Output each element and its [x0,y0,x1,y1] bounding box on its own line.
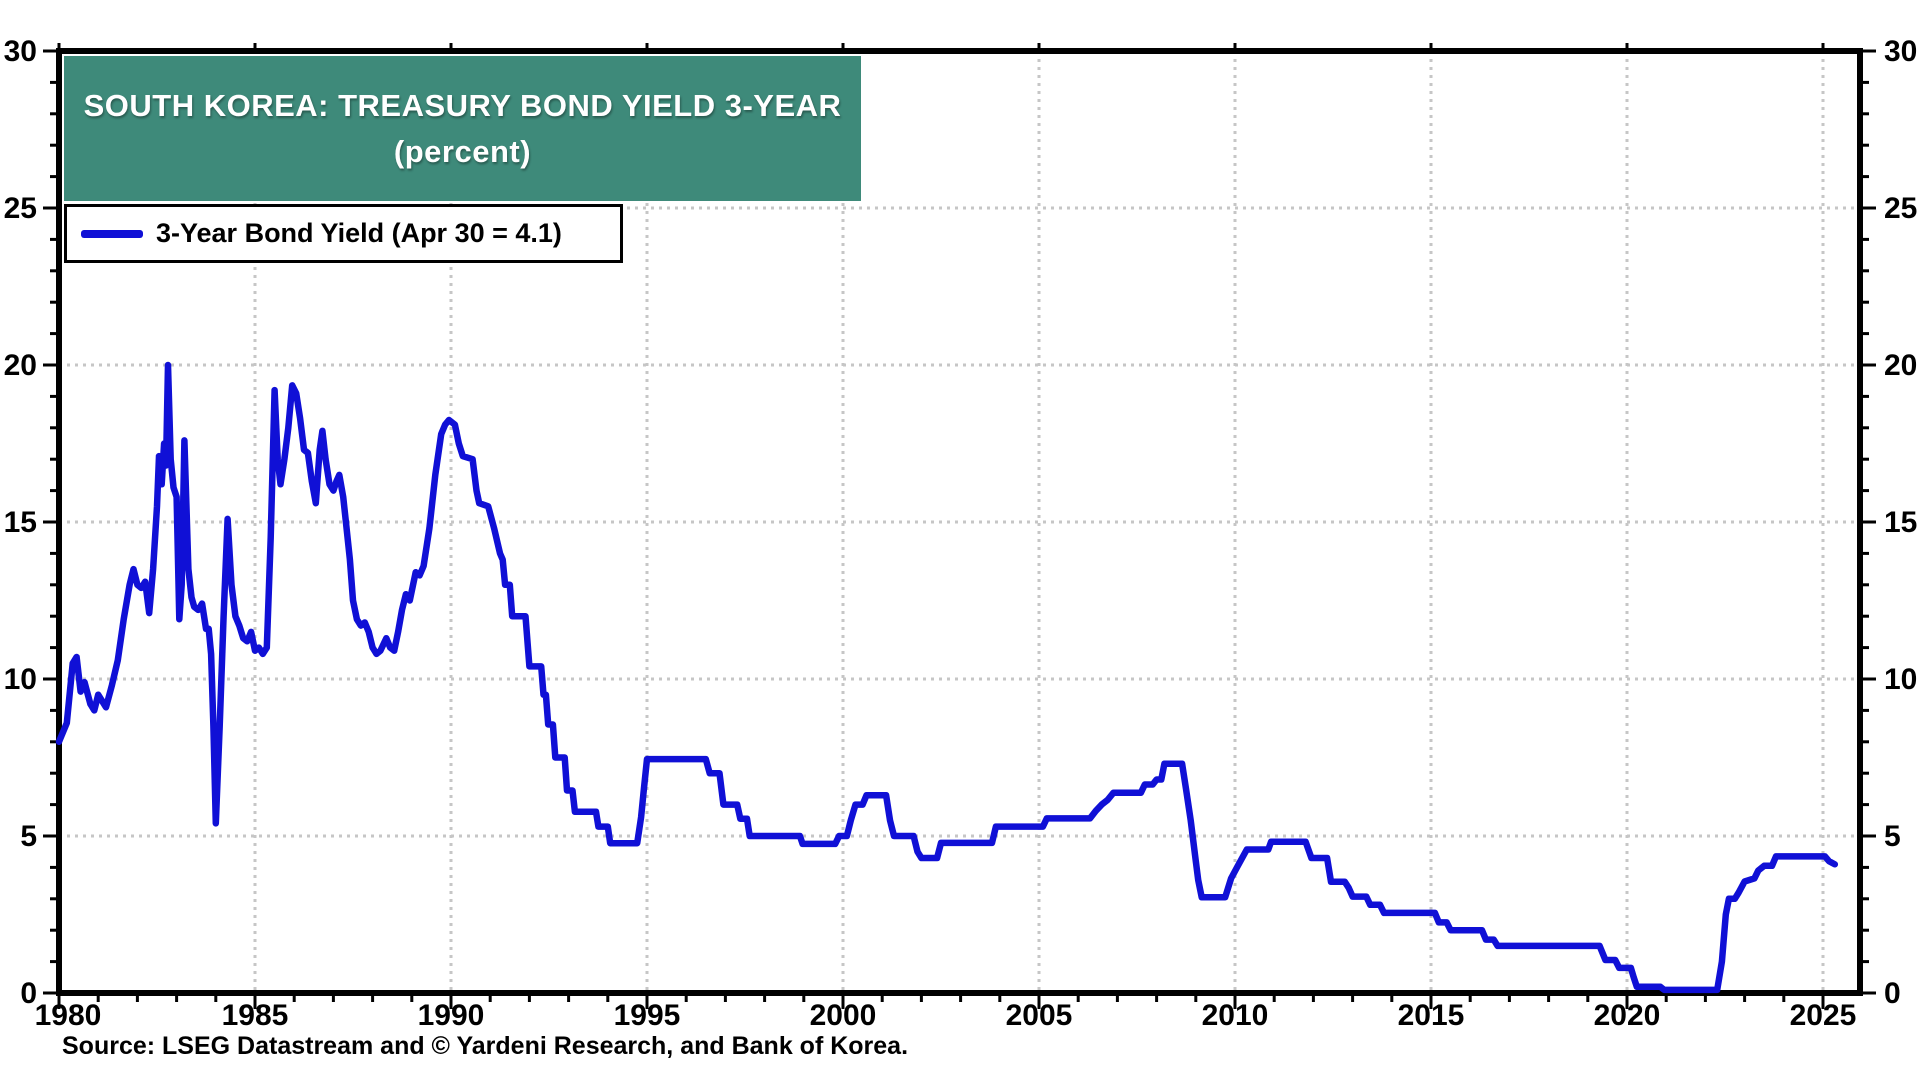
legend-label: 3-Year Bond Yield (Apr 30 = 4.1) [156,218,562,248]
x-axis-label: 1985 [222,999,289,1032]
legend: 3-Year Bond Yield (Apr 30 = 4.1) [64,204,623,263]
y-axis-label-right: 25 [1884,192,1917,225]
chart-title-box: SOUTH KOREA: TREASURY BOND YIELD 3-YEAR … [64,56,861,201]
y-axis-label-right: 0 [1884,977,1901,1010]
y-axis-label-left: 30 [4,35,37,68]
y-axis-label-right: 15 [1884,506,1917,539]
x-axis-label: 2005 [1006,999,1073,1032]
y-axis-label-right: 30 [1884,35,1917,68]
x-axis-label: 2020 [1594,999,1661,1032]
y-axis-label-left: 25 [4,192,37,225]
x-axis-label: 2015 [1398,999,1465,1032]
y-axis-label-right: 20 [1884,349,1917,382]
y-axis-label-right: 10 [1884,663,1917,696]
source-note: Source: LSEG Datastream and © Yardeni Re… [62,1032,909,1060]
x-axis-label: 1980 [35,999,102,1032]
yield-line [55,361,1839,994]
y-axis-label-left: 5 [20,820,37,853]
y-axis-label-left: 0 [20,977,37,1010]
y-axis-label-left: 15 [4,506,37,539]
x-axis-label: 1995 [614,999,681,1032]
y-axis-label-left: 10 [4,663,37,696]
x-axis-label: 2010 [1202,999,1269,1032]
x-axis-label: 2025 [1790,999,1857,1032]
x-axis-label: 2000 [810,999,877,1032]
y-axis-label-left: 20 [4,349,37,382]
chart-title: SOUTH KOREA: TREASURY BOND YIELD 3-YEAR [83,87,842,123]
y-axis-label-right: 5 [1884,820,1901,853]
legend-line-swatch [81,229,143,238]
x-axis-label: 1990 [418,999,485,1032]
plot-frame [56,48,1863,996]
chart-subtitle: (percent) [393,133,532,169]
